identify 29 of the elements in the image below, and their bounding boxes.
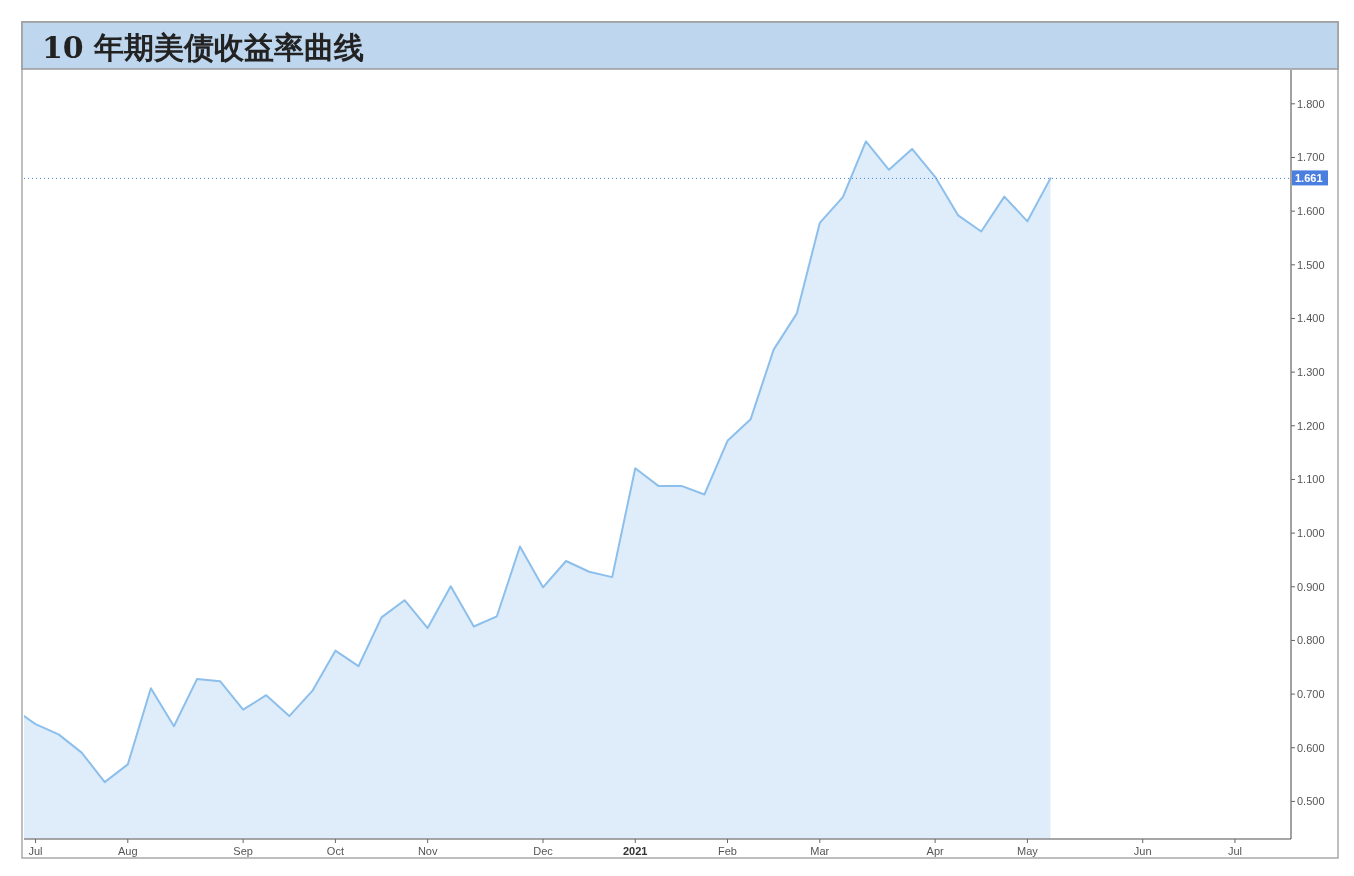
y-tick-label: 1.300 [1297,366,1325,379]
y-tick-label: 0.800 [1297,634,1325,647]
y-tick-label: 1.700 [1297,151,1325,164]
x-tick-label: Oct [326,845,344,857]
ref-line-label: 1.661 [1295,172,1323,185]
x-tick-label: Jul [1227,845,1243,857]
x-tick-label: Jun [1133,845,1152,857]
x-tick-label: Jul [28,845,43,857]
y-tick-label: 1.500 [1297,258,1325,271]
y-tick-label: 1.000 [1297,527,1325,540]
x-tick-label: Mar [810,845,830,857]
x-tick-label: Nov [417,845,438,857]
x-tick-label: May [1016,845,1039,857]
x-tick-label: Aug [118,845,138,857]
y-tick-label: 1.400 [1297,312,1325,325]
y-tick-label: 0.900 [1297,580,1325,593]
x-tick-label: Apr [926,845,945,857]
y-tick-label: 1.200 [1297,419,1325,432]
y-tick-label: 1.800 [1297,97,1325,110]
x-tick-label: Sep [233,845,253,857]
y-tick-label: 1.600 [1297,205,1325,218]
y-tick-label: 0.700 [1297,688,1325,701]
y-tick-label: 0.500 [1297,795,1325,808]
x-tick-label: 2021 [623,845,648,857]
y-tick-label: 0.600 [1297,741,1325,754]
y-tick-label: 1.100 [1297,473,1325,486]
x-tick-label: Dec [533,845,554,857]
x-tick-label: Feb [718,845,738,857]
chart-title: 10 年期美债收益率曲线 [42,30,365,65]
